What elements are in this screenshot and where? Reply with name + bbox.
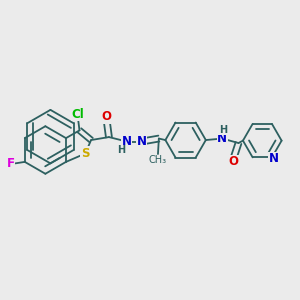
Text: O: O: [101, 110, 112, 123]
Text: H: H: [117, 146, 125, 155]
Text: O: O: [228, 155, 238, 168]
Text: Cl: Cl: [72, 107, 84, 121]
Text: F: F: [7, 157, 14, 170]
Text: CH₃: CH₃: [149, 155, 167, 165]
Text: N: N: [217, 132, 227, 145]
Text: N: N: [122, 135, 132, 148]
Text: S: S: [81, 147, 89, 160]
Text: N: N: [136, 135, 147, 148]
Text: N: N: [268, 152, 278, 165]
Text: H: H: [219, 124, 227, 135]
